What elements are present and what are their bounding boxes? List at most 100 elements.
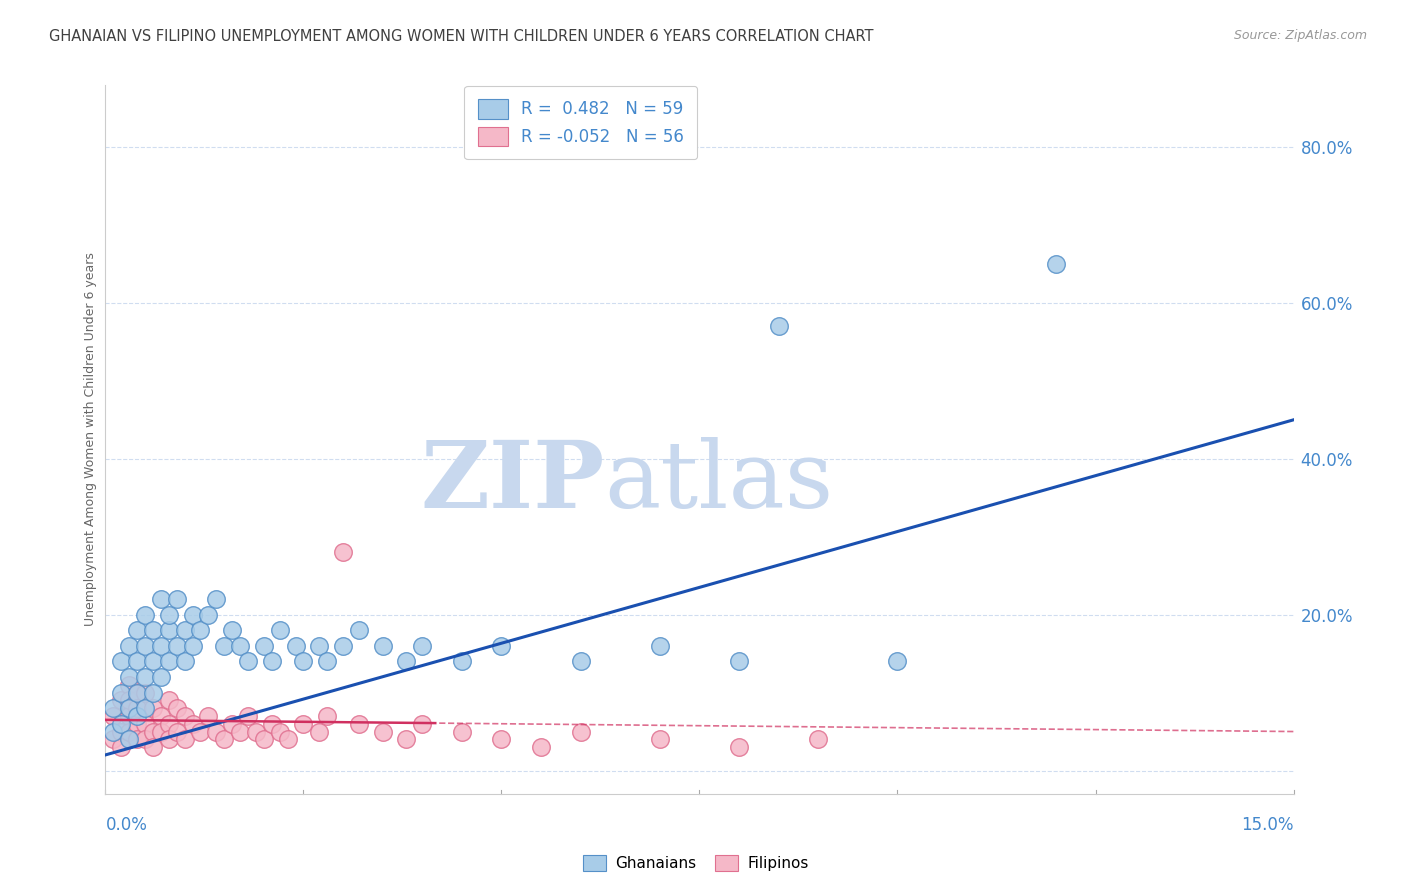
Point [118,701,141,715]
Point [103,732,125,747]
Point [142,624,165,638]
Point [190,724,212,739]
Point [197,607,219,622]
Point [157,732,180,747]
Point [269,724,291,739]
Point [166,639,188,653]
Point [205,724,228,739]
Point [142,685,165,699]
Point [127,701,149,715]
Point [134,607,156,622]
Point [173,624,195,638]
Text: 0.0%: 0.0% [105,816,148,834]
Text: atlas: atlas [605,437,834,527]
Point [103,724,125,739]
Point [157,693,180,707]
Text: 15.0%: 15.0% [1241,816,1294,834]
Point [134,639,156,653]
Point [292,716,315,731]
Point [569,654,592,668]
Point [197,709,219,723]
Y-axis label: Unemployment Among Women with Children Under 6 years: Unemployment Among Women with Children U… [84,252,97,626]
Point [142,654,165,668]
Point [395,732,418,747]
Point [371,639,394,653]
Point [190,624,212,638]
Point [110,740,132,755]
Text: GHANAIAN VS FILIPINO UNEMPLOYMENT AMONG WOMEN WITH CHILDREN UNDER 6 YEARS CORREL: GHANAIAN VS FILIPINO UNEMPLOYMENT AMONG … [49,29,873,44]
Point [728,654,751,668]
Point [149,724,172,739]
Point [269,624,291,638]
Point [253,639,276,653]
Point [569,724,592,739]
Point [277,732,299,747]
Point [347,624,370,638]
Point [236,709,259,723]
Point [118,709,141,723]
Point [118,732,141,747]
Point [450,724,472,739]
Point [134,685,156,699]
Point [648,639,671,653]
Point [221,716,243,731]
Point [149,639,172,653]
Point [142,724,165,739]
Point [181,639,204,653]
Point [149,592,172,607]
Point [157,607,180,622]
Point [221,624,243,638]
Point [491,639,513,653]
Point [103,709,125,723]
Point [134,701,156,715]
Point [491,732,513,747]
Point [173,654,195,668]
Point [308,724,330,739]
Point [110,654,132,668]
Point [332,545,354,559]
Point [142,701,165,715]
Point [166,724,188,739]
Point [214,639,236,653]
Point [292,654,315,668]
Point [728,740,751,755]
Point [118,678,141,692]
Point [229,724,252,739]
Point [166,592,188,607]
Point [347,716,370,731]
Point [205,592,228,607]
Point [214,732,236,747]
Point [127,685,149,699]
Point [371,724,394,739]
Point [157,716,180,731]
Point [110,685,132,699]
Point [110,693,132,707]
Point [127,654,149,668]
Point [134,716,156,731]
Point [245,724,267,739]
Text: Source: ZipAtlas.com: Source: ZipAtlas.com [1233,29,1367,42]
Point [886,654,908,668]
Point [110,716,132,731]
Point [648,732,671,747]
Point [332,639,354,653]
Point [149,709,172,723]
Legend: R =  0.482   N = 59, R = -0.052   N = 56: R = 0.482 N = 59, R = -0.052 N = 56 [464,86,697,160]
Point [395,654,418,668]
Point [118,670,141,684]
Point [530,740,553,755]
Point [260,654,283,668]
Point [166,701,188,715]
Point [134,732,156,747]
Point [181,716,204,731]
Point [157,654,180,668]
Point [411,716,433,731]
Point [173,709,195,723]
Point [450,654,472,668]
Point [103,701,125,715]
Point [110,724,132,739]
Point [173,732,195,747]
Point [118,639,141,653]
Point [236,654,259,668]
Point [260,716,283,731]
